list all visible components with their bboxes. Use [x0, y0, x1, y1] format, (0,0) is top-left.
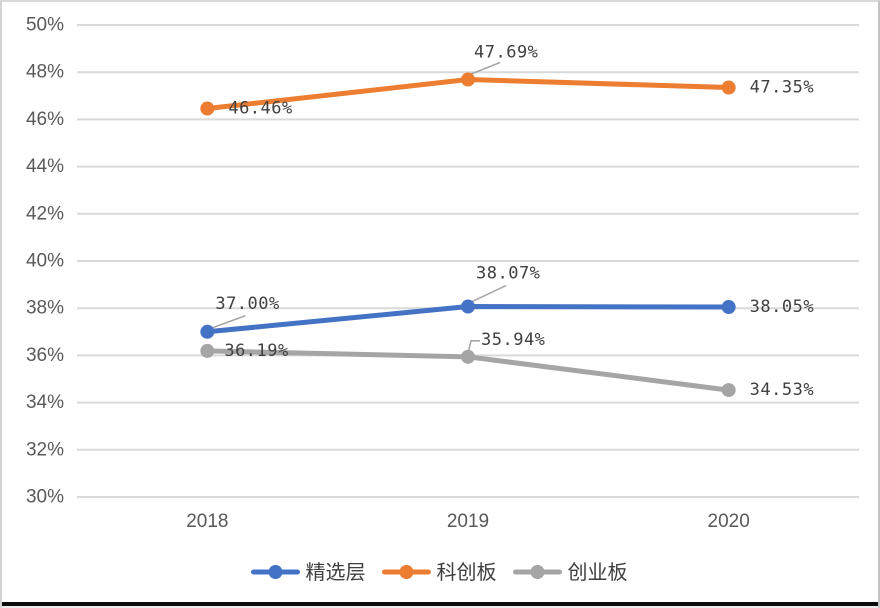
bottom-border-bar — [2, 602, 878, 606]
x-tick-label: 2020 — [708, 511, 750, 532]
data-point-marker — [461, 349, 475, 364]
data-point-marker — [200, 324, 215, 339]
data-point-marker — [461, 299, 475, 314]
y-tick-label: 32% — [26, 439, 64, 460]
data-label-leader-line — [469, 284, 507, 304]
x-tick-label: 2018 — [186, 511, 228, 532]
data-point-marker — [721, 383, 736, 398]
legend: 精选层 科创板 创业板 — [251, 560, 628, 584]
y-tick-label: 50% — [26, 15, 64, 36]
legend-dot-icon — [530, 565, 545, 579]
y-tick-label: 40% — [26, 251, 64, 272]
y-tick-label: 34% — [26, 392, 64, 413]
data-point-marker — [721, 300, 736, 315]
y-tick-label: 44% — [26, 156, 64, 177]
legend-label: 精选层 — [306, 560, 366, 584]
x-tick-label: 2019 — [447, 511, 489, 532]
bottom-border-strip — [2, 606, 878, 608]
gridlines-group — [77, 24, 859, 498]
y-tick-label: 38% — [26, 298, 64, 319]
series-0: 37.00% 38.07% 38.05% — [200, 264, 814, 339]
data-label-leader-line — [212, 315, 246, 329]
data-label: 34.53% — [750, 380, 814, 400]
data-label-leader-line — [469, 61, 501, 76]
data-label: 36.19% — [224, 341, 288, 361]
legend-dot-icon — [399, 565, 414, 579]
y-tick-label: 36% — [26, 345, 64, 366]
data-label: 47.69% — [474, 43, 538, 63]
x-axis-labels-group: 2018 2019 2020 — [186, 511, 750, 532]
legend-item: 精选层 — [251, 560, 366, 584]
data-point-marker — [721, 80, 736, 95]
data-point-marker — [200, 343, 215, 358]
legend-label: 创业板 — [568, 560, 628, 584]
data-label: 47.35% — [750, 78, 814, 98]
legend-item: 科创板 — [382, 560, 497, 584]
data-label: 37.00% — [215, 294, 279, 314]
data-label: 46.46% — [228, 99, 292, 119]
legend-item: 创业板 — [513, 560, 628, 584]
y-tick-label: 30% — [26, 487, 64, 508]
y-axis-labels-group: 30% 32% 34% 36% 38% 40% 42% 44% 46% 48% 50% — [26, 15, 64, 508]
data-label: 38.05% — [750, 297, 814, 317]
y-tick-label: 48% — [26, 62, 64, 83]
y-tick-label: 42% — [26, 203, 64, 224]
data-label: 38.07% — [476, 264, 540, 284]
data-label-leader-line — [467, 340, 480, 354]
data-label: 35.94% — [481, 330, 545, 350]
data-point-marker — [200, 101, 215, 116]
series-1: 46.46% 47.69% 47.35% — [200, 43, 814, 119]
y-tick-label: 46% — [26, 109, 64, 130]
data-point-marker — [461, 72, 475, 87]
legend-label: 科创板 — [437, 560, 497, 584]
series-2: 36.19% 35.94% 34.53% — [200, 330, 814, 400]
legend-dot-icon — [268, 565, 283, 579]
